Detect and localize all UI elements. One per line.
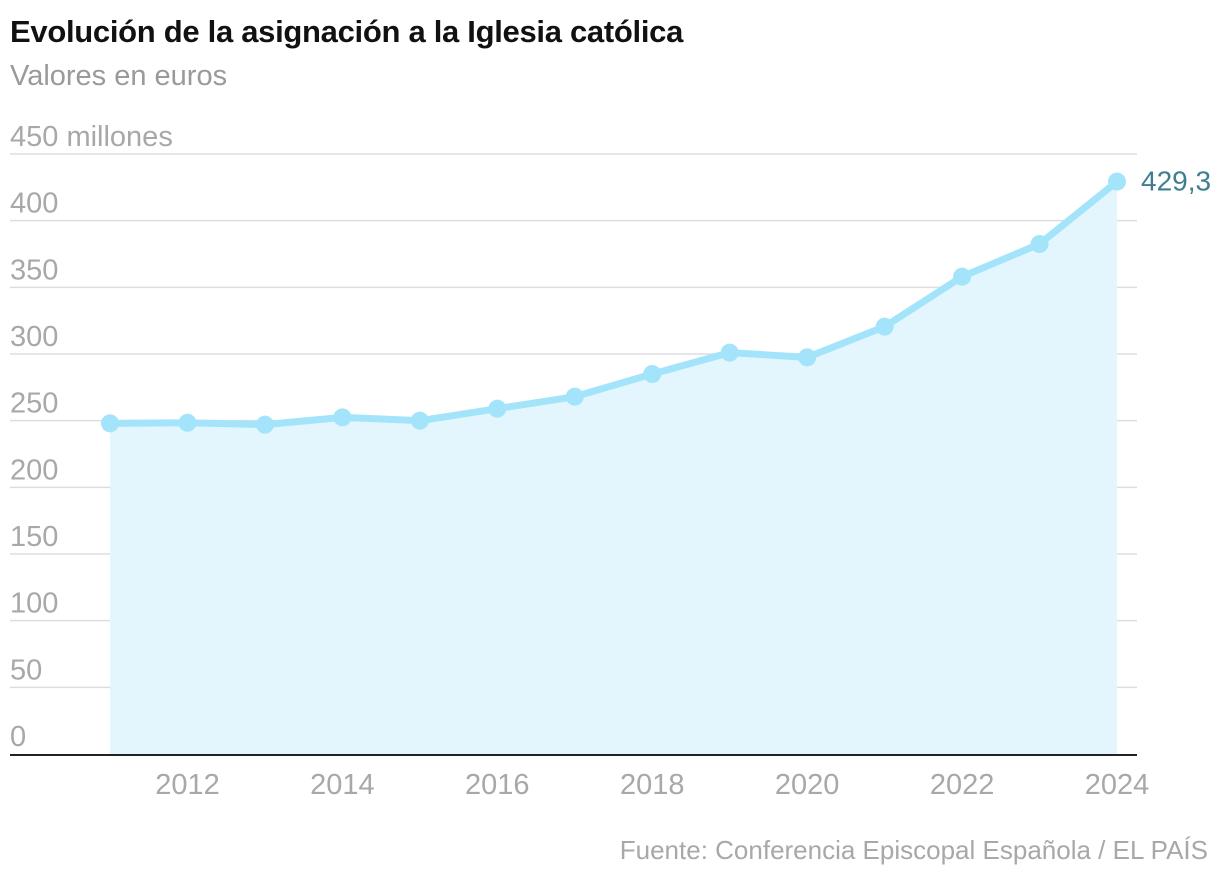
data-point-2022 [953,267,972,286]
data-point-2017 [565,387,584,406]
data-point-2014 [333,408,352,427]
y-tick-label-150: 150 [10,521,58,553]
chart-subtitle: Valores en euros [10,60,228,92]
y-axis-ticks: 0 50 100 150 200 250 300 350 400 450 millones [10,121,173,753]
y-tick-label-0: 0 [10,721,26,753]
end-value-label: 429,3 [1141,166,1211,197]
x-tick-label-2018: 2018 [620,769,685,801]
data-point-2015 [410,411,429,430]
data-point-2013 [255,415,274,434]
data-point-2020 [798,348,817,367]
y-tick-label-300: 300 [10,321,58,353]
source-note: Fuente: Conferencia Episcopal Española /… [619,835,1208,865]
chart-title: Evolución de la asignación a la Iglesia … [10,14,684,49]
series-area-fill [110,181,1117,755]
series-line [106,178,1121,429]
y-tick-label-450: 450 millones [10,121,173,153]
markers-layer [101,172,1126,434]
data-point-2023 [1030,235,1049,253]
x-tick-label-2012: 2012 [155,769,220,801]
x-tick-label-2022: 2022 [930,769,995,801]
x-tick-label-2024: 2024 [1085,769,1150,801]
data-point-2012 [178,413,197,432]
y-tick-label-200: 200 [10,454,58,486]
annotations: 429,3 [1141,166,1211,197]
series-line-layer [106,178,1121,429]
y-tick-label-100: 100 [10,588,58,620]
y-tick-label-350: 350 [10,254,58,286]
y-tick-label-400: 400 [10,188,58,220]
area-fill-layer [110,181,1117,755]
x-axis-ticks: 2012 2014 2016 2018 2020 2022 2024 [155,769,1149,801]
data-point-2018 [643,365,662,383]
data-point-2016 [488,399,507,418]
data-point-2019 [720,343,739,362]
data-point-2011 [101,414,119,433]
x-tick-label-2014: 2014 [310,769,375,801]
data-point-2021 [875,317,894,336]
x-tick-label-2016: 2016 [465,769,530,801]
data-point-2024 [1108,172,1126,191]
y-tick-label-250: 250 [10,388,58,420]
y-tick-label-50: 50 [10,654,42,686]
x-tick-label-2020: 2020 [775,769,840,801]
